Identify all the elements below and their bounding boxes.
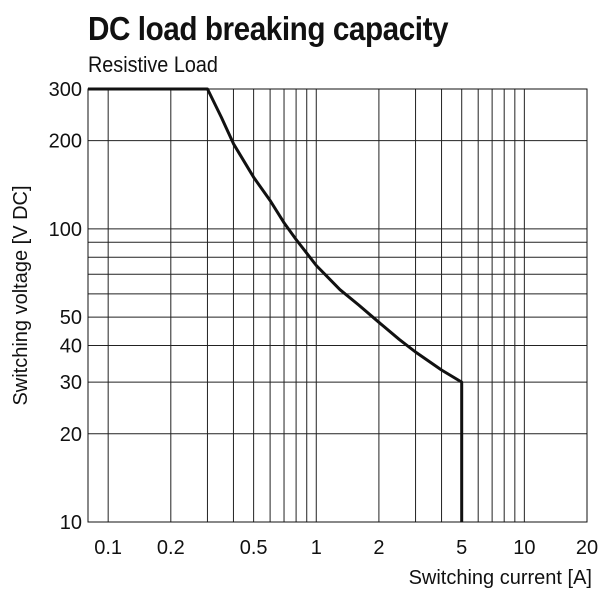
x-axis-label: Switching current [A] — [409, 567, 592, 589]
chart-subtitle: Resistive Load — [88, 52, 218, 77]
chart-title: DC load breaking capacity — [88, 10, 449, 47]
x-tick-labels: 0.1 0.2 0.5 1 2 5 10 20 — [94, 537, 598, 559]
y-tick-label: 50 — [60, 307, 82, 329]
y-tick-label: 10 — [60, 512, 82, 534]
y-tick-label: 300 — [49, 79, 82, 101]
y-tick-label: 100 — [49, 219, 82, 241]
series-line — [88, 87, 464, 522]
y-tick-labels: 300 200 100 50 40 30 20 10 — [49, 79, 82, 534]
x-tick-label: 10 — [513, 537, 535, 559]
y-axis-label: Switching voltage [V DC] — [10, 185, 32, 405]
x-tick-label: 0.2 — [157, 537, 185, 559]
y-tick-label: 20 — [60, 424, 82, 446]
x-tick-label: 0.1 — [94, 537, 122, 559]
x-tick-label: 5 — [456, 537, 467, 559]
plot-frame — [87, 88, 588, 523]
x-tick-label: 2 — [373, 537, 384, 559]
grid — [88, 88, 587, 523]
y-tick-label: 40 — [60, 336, 82, 358]
y-tick-label: 30 — [60, 372, 82, 394]
y-tick-label: 200 — [49, 131, 82, 153]
x-tick-label: 0.5 — [240, 537, 268, 559]
x-tick-label: 1 — [311, 537, 322, 559]
x-tick-label: 20 — [576, 537, 598, 559]
